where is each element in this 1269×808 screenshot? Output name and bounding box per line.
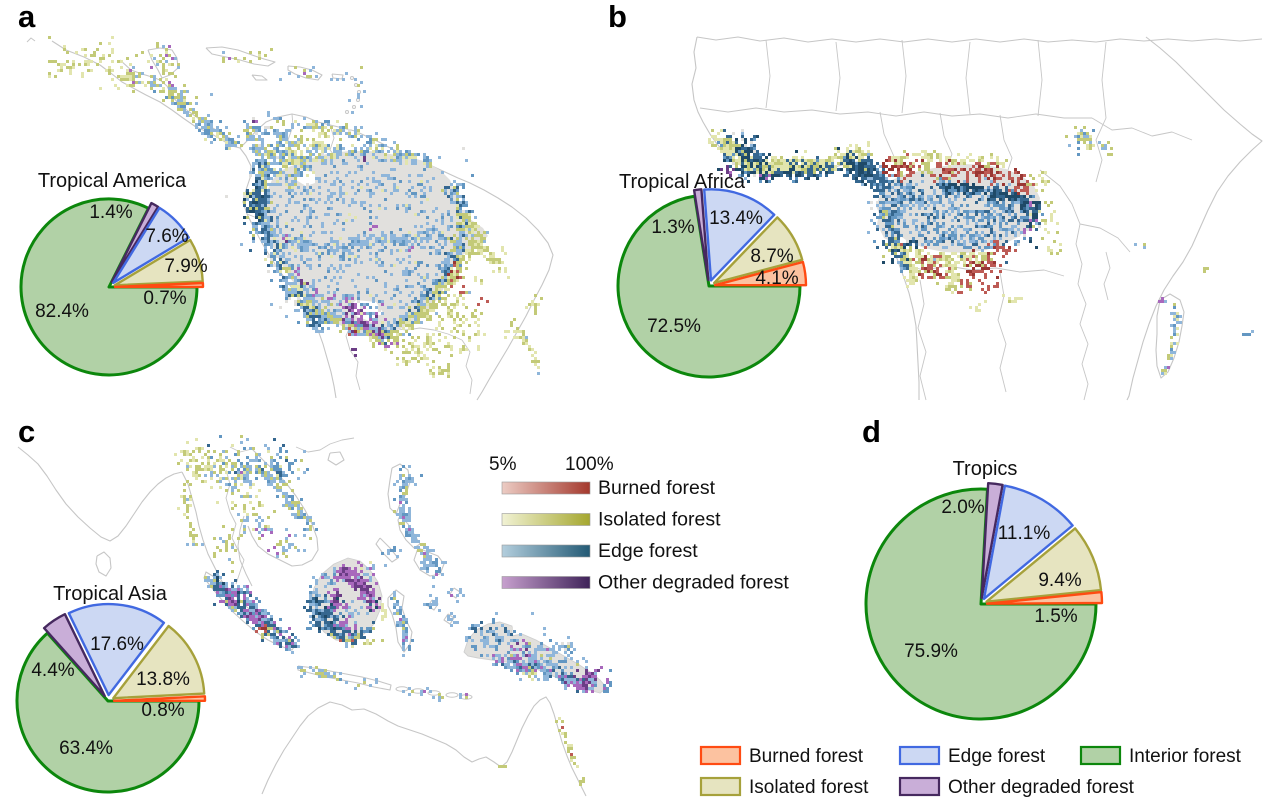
svg-text:Isolated forest: Isolated forest — [598, 509, 721, 531]
svg-text:Tropics: Tropics — [953, 458, 1018, 480]
svg-text:13.4%: 13.4% — [709, 208, 763, 229]
svg-text:82.4%: 82.4% — [35, 301, 89, 322]
svg-text:5%: 5% — [489, 454, 517, 475]
svg-text:Tropical Asia: Tropical Asia — [53, 583, 168, 605]
svg-text:1.3%: 1.3% — [651, 217, 694, 238]
svg-text:b: b — [608, 0, 627, 34]
svg-text:7.9%: 7.9% — [164, 256, 207, 277]
svg-text:Tropical Africa: Tropical Africa — [619, 171, 746, 193]
svg-text:Isolated forest: Isolated forest — [749, 777, 869, 798]
svg-text:a: a — [18, 0, 36, 34]
svg-text:Tropical America: Tropical America — [38, 170, 187, 192]
svg-text:0.8%: 0.8% — [141, 700, 184, 721]
svg-text:1.4%: 1.4% — [89, 202, 132, 223]
svg-text:2.0%: 2.0% — [941, 497, 984, 518]
svg-text:63.4%: 63.4% — [59, 738, 113, 759]
svg-text:7.6%: 7.6% — [145, 226, 188, 247]
svg-text:75.9%: 75.9% — [904, 641, 958, 662]
svg-text:72.5%: 72.5% — [647, 316, 701, 337]
svg-text:Edge forest: Edge forest — [598, 540, 698, 562]
svg-text:Burned forest: Burned forest — [598, 477, 716, 499]
svg-text:13.8%: 13.8% — [136, 669, 190, 690]
svg-text:Other degraded forest: Other degraded forest — [598, 572, 789, 594]
svg-text:Interior forest: Interior forest — [1129, 746, 1242, 767]
svg-text:Edge forest: Edge forest — [948, 746, 1046, 767]
svg-text:1.5%: 1.5% — [1034, 606, 1077, 627]
svg-text:Burned forest: Burned forest — [749, 746, 864, 767]
svg-text:c: c — [18, 414, 35, 449]
svg-text:4.4%: 4.4% — [31, 660, 74, 681]
svg-text:8.7%: 8.7% — [750, 246, 793, 267]
svg-text:11.1%: 11.1% — [998, 523, 1051, 544]
svg-text:Other degraded forest: Other degraded forest — [948, 777, 1135, 798]
svg-text:d: d — [862, 414, 881, 449]
svg-text:0.7%: 0.7% — [143, 288, 186, 309]
svg-text:100%: 100% — [565, 454, 614, 475]
svg-text:4.1%: 4.1% — [755, 268, 798, 289]
svg-text:9.4%: 9.4% — [1038, 570, 1081, 591]
svg-text:17.6%: 17.6% — [90, 634, 144, 655]
